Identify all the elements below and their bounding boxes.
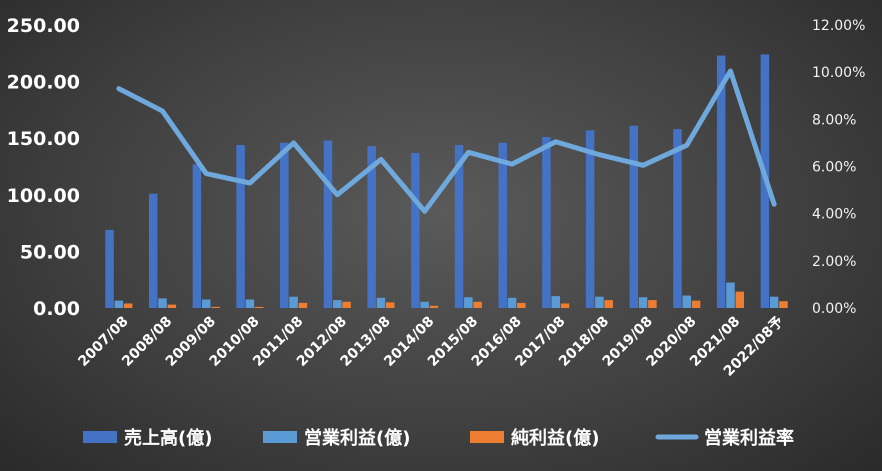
bar-3	[167, 304, 177, 308]
bar-3	[473, 301, 482, 308]
bar-2	[114, 300, 124, 308]
legend-swatch	[470, 431, 504, 443]
bar-1	[192, 164, 202, 308]
y-right-tick-label: 4.00%	[812, 207, 856, 223]
bar-3	[735, 291, 745, 308]
legend-label: 営業利益(億)	[304, 427, 410, 449]
bar-1	[585, 130, 595, 308]
bar-2	[333, 300, 342, 308]
bar-2	[376, 297, 386, 308]
legend-swatch	[263, 431, 297, 443]
y-right-tick-label: 8.00%	[812, 112, 856, 128]
bar-3	[211, 306, 220, 308]
y-left-tick-label: 50.00	[20, 241, 80, 263]
y-left-tick-label: 100.00	[7, 185, 80, 207]
bar-1	[542, 137, 551, 308]
bar-1	[673, 129, 682, 308]
bar-1	[411, 152, 420, 308]
legend-swatch	[83, 431, 117, 443]
bar-2	[726, 282, 735, 308]
bar-2	[595, 296, 604, 308]
bar-3	[779, 301, 788, 308]
bar-3	[429, 305, 439, 308]
bar-1	[105, 229, 114, 308]
legend-label: 売上高(億)	[124, 427, 212, 449]
y-right-tick-label: 0.00%	[812, 301, 856, 317]
bar-1	[280, 142, 289, 308]
bar-2	[158, 298, 167, 308]
bar-1	[716, 55, 726, 309]
y-right-tick-label: 2.00%	[812, 254, 856, 270]
bar-1	[236, 144, 245, 308]
bar-3	[560, 303, 570, 308]
bar-1	[148, 193, 158, 308]
y-left-tick-label: 0.00	[33, 298, 80, 320]
bar-2	[769, 296, 779, 308]
bar-3	[254, 306, 264, 308]
y-left-tick-label: 150.00	[7, 128, 80, 150]
y-right-tick-label: 10.00%	[812, 65, 865, 81]
bar-3	[298, 302, 308, 308]
legend-label: 純利益(億)	[511, 427, 599, 449]
bar-3	[123, 303, 133, 308]
bar-2	[551, 296, 560, 308]
bar-2	[507, 297, 517, 308]
bar-2	[682, 295, 692, 308]
bar-1	[454, 144, 464, 308]
bar-1	[498, 142, 507, 308]
bar-3	[342, 301, 351, 308]
bar-1	[367, 146, 376, 308]
y-left-tick-label: 250.00	[7, 15, 80, 37]
y-right-tick-label: 6.00%	[812, 160, 856, 176]
bar-2	[464, 297, 473, 308]
bar-3	[517, 302, 526, 308]
line-series	[116, 68, 777, 214]
bar-2	[638, 297, 648, 308]
bar-1	[323, 140, 333, 308]
bar-3	[648, 300, 657, 308]
bar-3	[604, 300, 613, 308]
bar-2	[201, 299, 211, 308]
bar-3	[386, 302, 395, 308]
bar-2	[289, 296, 298, 308]
bar-2	[245, 299, 255, 308]
bar-1	[629, 125, 639, 308]
legend-label: 営業利益率	[704, 427, 794, 449]
bar-2	[420, 301, 429, 308]
bar-3	[691, 300, 701, 308]
y-left-tick-label: 200.00	[7, 72, 80, 94]
y-right-tick-label: 12.00%	[812, 18, 865, 34]
